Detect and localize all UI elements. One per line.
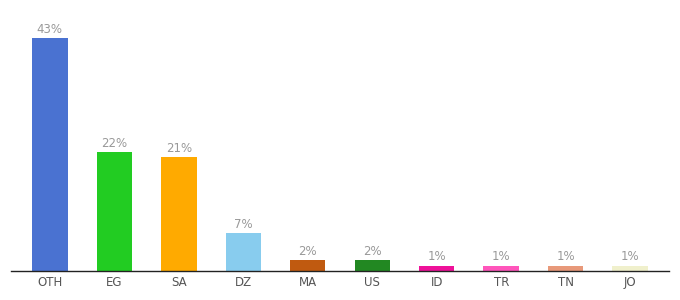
Text: 7%: 7% xyxy=(234,218,252,231)
Text: 21%: 21% xyxy=(166,142,192,155)
Text: 1%: 1% xyxy=(556,250,575,263)
Bar xyxy=(613,266,648,271)
Text: 1%: 1% xyxy=(621,250,639,263)
Bar xyxy=(548,266,583,271)
Bar xyxy=(97,152,132,271)
Text: 43%: 43% xyxy=(37,23,63,36)
Text: 2%: 2% xyxy=(299,245,317,258)
Text: 1%: 1% xyxy=(492,250,511,263)
Bar xyxy=(483,266,519,271)
Text: 1%: 1% xyxy=(428,250,446,263)
Bar xyxy=(161,157,197,271)
Text: 2%: 2% xyxy=(363,245,381,258)
Bar xyxy=(32,38,67,271)
Bar xyxy=(226,233,261,271)
Bar xyxy=(290,260,326,271)
Bar xyxy=(419,266,454,271)
Text: 22%: 22% xyxy=(101,137,127,150)
Bar xyxy=(354,260,390,271)
